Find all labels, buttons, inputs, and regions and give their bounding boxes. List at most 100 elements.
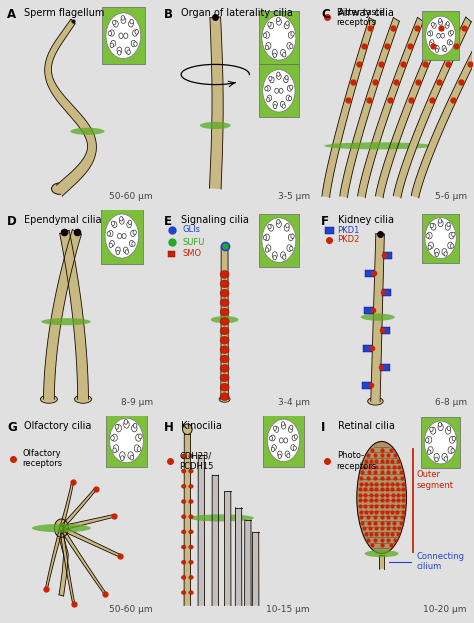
Circle shape	[116, 247, 120, 253]
Circle shape	[428, 447, 433, 454]
FancyBboxPatch shape	[101, 209, 143, 264]
Text: G: G	[7, 421, 17, 434]
Polygon shape	[45, 19, 96, 196]
Text: 50-60 μm: 50-60 μm	[109, 605, 153, 614]
Circle shape	[429, 42, 432, 46]
Circle shape	[123, 247, 128, 253]
FancyBboxPatch shape	[380, 364, 390, 371]
Circle shape	[267, 419, 300, 462]
Circle shape	[277, 74, 281, 79]
Circle shape	[115, 424, 119, 429]
Circle shape	[109, 231, 113, 237]
Text: A: A	[7, 8, 16, 21]
Polygon shape	[252, 532, 259, 606]
Circle shape	[444, 48, 447, 52]
Circle shape	[434, 249, 439, 255]
Text: 3-5 μm: 3-5 μm	[278, 192, 310, 201]
Circle shape	[447, 40, 451, 45]
Ellipse shape	[182, 560, 186, 564]
Circle shape	[446, 427, 451, 434]
Circle shape	[273, 53, 276, 57]
Ellipse shape	[220, 289, 229, 297]
Polygon shape	[198, 455, 205, 606]
Ellipse shape	[219, 396, 230, 402]
Circle shape	[136, 434, 141, 441]
Circle shape	[278, 454, 282, 459]
Circle shape	[268, 22, 271, 26]
FancyBboxPatch shape	[382, 290, 392, 297]
Text: C: C	[321, 8, 330, 21]
Polygon shape	[235, 508, 242, 606]
Ellipse shape	[220, 374, 229, 382]
FancyBboxPatch shape	[381, 327, 391, 334]
Ellipse shape	[182, 515, 186, 519]
Text: Bitter taste
receptors: Bitter taste receptors	[337, 7, 384, 27]
Circle shape	[444, 252, 447, 256]
Circle shape	[431, 224, 436, 230]
Circle shape	[290, 425, 293, 429]
FancyBboxPatch shape	[383, 252, 392, 259]
Circle shape	[264, 235, 267, 240]
Circle shape	[278, 451, 282, 457]
Circle shape	[113, 445, 119, 452]
Polygon shape	[358, 17, 423, 197]
Circle shape	[284, 438, 288, 443]
Circle shape	[112, 222, 117, 227]
Circle shape	[55, 519, 68, 537]
Circle shape	[287, 454, 290, 458]
Ellipse shape	[182, 530, 186, 534]
Circle shape	[128, 452, 133, 459]
Circle shape	[112, 21, 116, 25]
Circle shape	[112, 434, 118, 441]
Circle shape	[111, 40, 116, 47]
Polygon shape	[340, 17, 400, 197]
Circle shape	[446, 22, 449, 26]
Polygon shape	[61, 526, 121, 558]
Polygon shape	[221, 246, 228, 399]
Circle shape	[438, 422, 442, 427]
Circle shape	[119, 452, 125, 459]
Ellipse shape	[189, 560, 193, 564]
Circle shape	[277, 219, 280, 224]
Circle shape	[129, 240, 134, 247]
Circle shape	[266, 98, 270, 102]
Circle shape	[130, 455, 134, 460]
FancyBboxPatch shape	[325, 227, 334, 234]
Ellipse shape	[220, 383, 229, 391]
Circle shape	[282, 104, 285, 108]
Circle shape	[122, 234, 126, 239]
Polygon shape	[322, 18, 375, 197]
Ellipse shape	[182, 484, 186, 488]
Circle shape	[447, 426, 451, 430]
Circle shape	[287, 42, 292, 49]
Ellipse shape	[189, 530, 193, 534]
Circle shape	[128, 220, 131, 224]
Circle shape	[287, 245, 292, 251]
Circle shape	[287, 85, 292, 91]
Ellipse shape	[189, 500, 193, 503]
Circle shape	[117, 47, 122, 54]
Circle shape	[288, 427, 293, 432]
Text: Olfactory
receptors: Olfactory receptors	[23, 449, 63, 468]
Circle shape	[438, 220, 443, 227]
Text: 3-4 μm: 3-4 μm	[278, 398, 310, 407]
Ellipse shape	[70, 128, 104, 135]
Circle shape	[435, 45, 439, 51]
FancyBboxPatch shape	[365, 270, 374, 277]
Circle shape	[116, 425, 121, 432]
Circle shape	[124, 419, 128, 424]
FancyBboxPatch shape	[106, 414, 146, 467]
Circle shape	[281, 252, 285, 259]
Circle shape	[428, 450, 431, 454]
Circle shape	[276, 221, 282, 227]
Circle shape	[265, 45, 269, 50]
Ellipse shape	[200, 122, 231, 129]
Circle shape	[121, 17, 126, 24]
Polygon shape	[60, 528, 75, 605]
Ellipse shape	[220, 299, 229, 307]
Polygon shape	[60, 231, 89, 399]
FancyBboxPatch shape	[264, 414, 304, 467]
Ellipse shape	[189, 454, 193, 458]
Polygon shape	[210, 17, 223, 189]
Circle shape	[449, 436, 455, 444]
